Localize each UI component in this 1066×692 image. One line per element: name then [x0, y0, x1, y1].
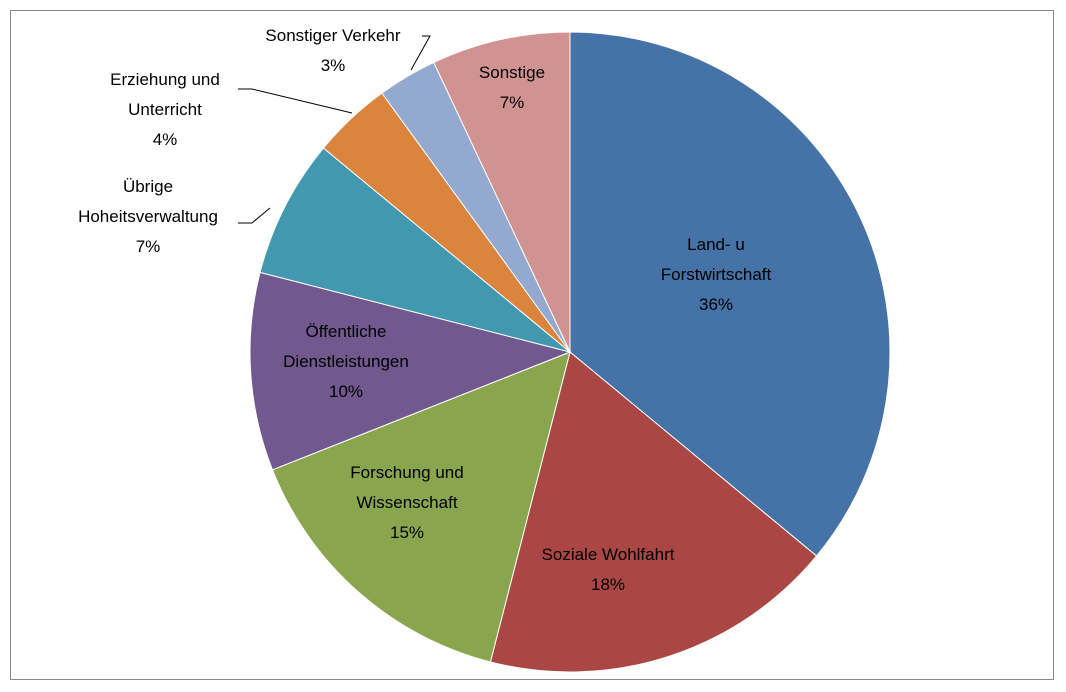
slice-label: Sonstige 7% — [457, 58, 567, 118]
value-label: 36% — [698, 295, 734, 314]
slice-label: Soziale Wohlfahrt 18% — [498, 540, 718, 600]
pie-slice — [271, 351, 571, 663]
category-label: Land- u Forstwirtschaft — [660, 235, 772, 284]
slice-label: Öffentliche Dienstleistungen 10% — [251, 317, 441, 407]
value-label: 4% — [152, 130, 178, 149]
slice-label: Forschung und Wissenschaft 15% — [332, 458, 482, 548]
slice-label: Übrige Hoheitsverwaltung 7% — [53, 172, 243, 262]
category-label: Öffentliche Dienstleistungen — [283, 322, 409, 371]
pie-slice — [249, 271, 572, 471]
chart-frame — [10, 10, 1054, 680]
category-label: Erziehung und Unterricht — [110, 70, 220, 119]
slice-label: Land- u Forstwirtschaft 36% — [641, 230, 791, 320]
pie-slice — [433, 31, 571, 353]
value-label: 3% — [320, 56, 346, 75]
category-label: Soziale Wohlfahrt — [541, 545, 675, 564]
value-label: 15% — [389, 523, 425, 542]
value-label: 7% — [499, 93, 525, 112]
category-label: Forschung und Wissenschaft — [350, 463, 464, 512]
value-label: 7% — [135, 237, 161, 256]
pie-slice — [489, 351, 818, 673]
category-label: Übrige Hoheitsverwaltung — [78, 177, 218, 226]
value-label: 10% — [328, 382, 364, 401]
slice-label: Sonstiger Verkehr 3% — [228, 21, 438, 81]
leader-line — [238, 207, 271, 224]
category-label: Sonstige — [478, 63, 546, 82]
pie-slice — [569, 31, 891, 557]
leader-line — [410, 35, 431, 71]
slice-label: Erziehung und Unterricht 4% — [95, 65, 235, 155]
pie-slice — [259, 147, 571, 353]
value-label: 18% — [590, 575, 626, 594]
leader-line — [238, 88, 353, 114]
category-label: Sonstiger Verkehr — [265, 26, 401, 45]
